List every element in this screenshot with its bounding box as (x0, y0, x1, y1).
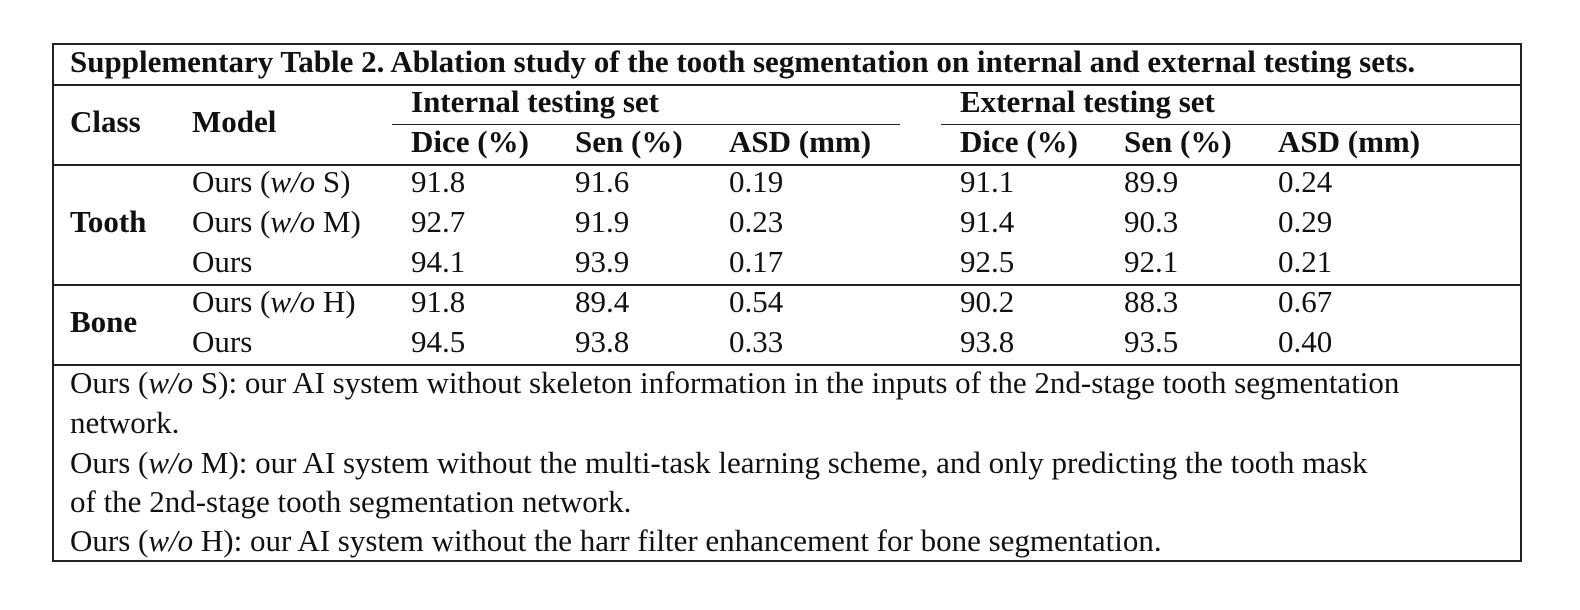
notes-rule (52, 364, 1522, 366)
internal-asd-cell: 0.54 (729, 284, 784, 319)
internal-dice-cell: 92.7 (411, 204, 466, 239)
external-dice-cell: 91.4 (960, 204, 1015, 239)
external-dice-cell: 93.8 (960, 324, 1015, 359)
external-sen-cell: 88.3 (1124, 284, 1179, 319)
internal-sen-cell: 93.9 (575, 244, 630, 279)
internal-dice-cell: 91.8 (411, 164, 466, 199)
external-asd-cell: 0.21 (1278, 244, 1333, 279)
internal-set-rule (392, 124, 900, 125)
internal-asd-cell: 0.17 (729, 244, 784, 279)
internal-sen-cell: 91.9 (575, 204, 630, 239)
class-label-tooth: Tooth (70, 204, 147, 239)
external-sen-cell: 93.5 (1124, 324, 1179, 359)
note-line: network. (70, 405, 180, 440)
caption-rule (52, 84, 1522, 86)
external-set-rule (941, 124, 1522, 125)
internal-sen-cell: 89.4 (575, 284, 630, 319)
external-dice-cell: 92.5 (960, 244, 1015, 279)
internal-dice-cell: 94.5 (411, 324, 466, 359)
external-asd-cell: 0.40 (1278, 324, 1333, 359)
model-cell: Ours (192, 244, 253, 279)
internal-asd-cell: 0.19 (729, 164, 784, 199)
internal-asd-cell: 0.33 (729, 324, 784, 359)
group-rule (52, 284, 1522, 286)
external-dice-header: Dice (%) (960, 124, 1078, 159)
internal-asd-cell: 0.23 (729, 204, 784, 239)
model-cell: Ours (w/o S) (192, 164, 351, 199)
note-line: Ours (w/o H): our AI system without the … (70, 523, 1162, 558)
external-sen-cell: 89.9 (1124, 164, 1179, 199)
class-header: Class (70, 104, 141, 139)
internal-dice-header: Dice (%) (411, 124, 529, 159)
class-label-bone: Bone (70, 304, 138, 339)
external-asd-cell: 0.67 (1278, 284, 1333, 319)
internal-set-header: Internal testing set (411, 84, 659, 119)
table-frame (52, 43, 1522, 562)
note-line: Ours (w/o M): our AI system without the … (70, 445, 1368, 480)
external-sen-header: Sen (%) (1124, 124, 1232, 159)
external-set-header: External testing set (960, 84, 1215, 119)
external-asd-cell: 0.24 (1278, 164, 1333, 199)
external-asd-cell: 0.29 (1278, 204, 1333, 239)
model-cell: Ours (w/o M) (192, 204, 361, 239)
internal-dice-cell: 91.8 (411, 284, 466, 319)
model-cell: Ours (w/o H) (192, 284, 356, 319)
note-line: of the 2nd-stage tooth segmentation netw… (70, 484, 632, 519)
external-dice-cell: 91.1 (960, 164, 1015, 199)
internal-dice-cell: 94.1 (411, 244, 466, 279)
external-sen-cell: 90.3 (1124, 204, 1179, 239)
external-sen-cell: 92.1 (1124, 244, 1179, 279)
internal-sen-cell: 93.8 (575, 324, 630, 359)
internal-sen-header: Sen (%) (575, 124, 683, 159)
table-caption: Supplementary Table 2. Ablation study of… (70, 44, 1416, 79)
header-rule (52, 164, 1522, 166)
note-line: Ours (w/o S): our AI system without skel… (70, 365, 1400, 400)
internal-asd-header: ASD (mm) (729, 124, 872, 159)
internal-sen-cell: 91.6 (575, 164, 630, 199)
external-asd-header: ASD (mm) (1278, 124, 1421, 159)
model-cell: Ours (192, 324, 253, 359)
external-dice-cell: 90.2 (960, 284, 1015, 319)
model-header: Model (192, 104, 277, 139)
